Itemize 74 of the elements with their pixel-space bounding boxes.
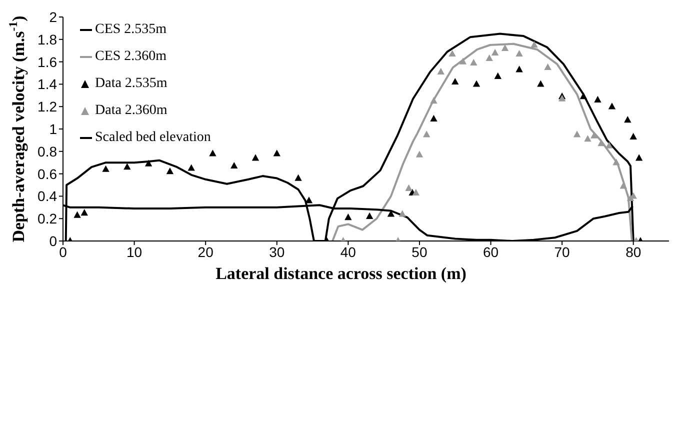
y-tick-label: 1.4 xyxy=(38,76,58,92)
point xyxy=(188,164,195,171)
point xyxy=(584,135,592,142)
y-tick-label: 0 xyxy=(49,232,58,249)
point xyxy=(516,66,523,72)
point xyxy=(459,58,467,64)
point xyxy=(594,96,602,102)
y-tick-label: 1.6 xyxy=(38,54,58,70)
point xyxy=(344,213,352,220)
point xyxy=(209,150,216,156)
point xyxy=(405,184,412,191)
y-tick-label: 0.4 xyxy=(38,188,58,204)
point xyxy=(537,80,544,87)
legend-label: Data 2.535m xyxy=(95,75,168,93)
point xyxy=(366,212,374,219)
point xyxy=(580,92,588,100)
point xyxy=(452,78,459,85)
point xyxy=(612,158,620,166)
y-tick-label: 1.2 xyxy=(38,98,58,115)
point xyxy=(608,102,616,110)
point xyxy=(472,80,480,87)
point xyxy=(598,140,605,146)
point xyxy=(398,210,406,217)
x-tick-label: 70 xyxy=(554,244,570,260)
point xyxy=(80,209,88,216)
point xyxy=(491,48,499,56)
point xyxy=(166,168,174,174)
point xyxy=(273,150,280,156)
point xyxy=(423,130,430,138)
point xyxy=(635,154,643,161)
point xyxy=(486,54,493,62)
point xyxy=(252,154,260,161)
point xyxy=(416,150,424,158)
point xyxy=(530,41,538,48)
x-tick-label: 50 xyxy=(412,244,428,260)
y-tick-label: 1 xyxy=(49,120,58,137)
point xyxy=(102,165,110,172)
point xyxy=(294,174,302,181)
y-tick-label: 0.2 xyxy=(38,210,58,227)
y-tick-label: 0.6 xyxy=(38,166,58,182)
point xyxy=(516,50,523,57)
x-tick-label: 10 xyxy=(126,244,142,260)
point xyxy=(230,162,238,169)
y-tick-label: 1.8 xyxy=(38,31,58,48)
point xyxy=(448,50,456,57)
point xyxy=(501,44,509,51)
legend-label: CES 2.535m xyxy=(95,21,167,39)
point xyxy=(430,97,438,104)
point xyxy=(606,142,613,148)
point xyxy=(124,163,131,170)
x-tick-label: 20 xyxy=(198,244,214,260)
point xyxy=(624,116,632,123)
point xyxy=(437,68,444,74)
x-axis-title: Lateral distance across section (m) xyxy=(216,264,466,283)
point xyxy=(620,182,627,189)
x-tick-label: 80 xyxy=(626,244,642,260)
point xyxy=(412,188,420,196)
point xyxy=(470,58,478,66)
x-tick-label: 0 xyxy=(59,244,68,260)
point xyxy=(430,114,438,122)
point xyxy=(573,130,581,138)
point xyxy=(144,160,152,166)
point xyxy=(74,211,81,218)
y-tick-label: 2 xyxy=(49,8,58,25)
legend-label: Scaled bed elevation xyxy=(95,129,211,147)
point xyxy=(494,72,502,79)
point xyxy=(630,132,637,140)
x-tick-label: 30 xyxy=(269,244,285,260)
legend-label: CES 2.360m xyxy=(95,48,167,66)
x-tick-label: 60 xyxy=(482,244,499,260)
legend-label: Data 2.360m xyxy=(95,102,168,120)
point xyxy=(544,63,552,70)
y-tick-label: 0.8 xyxy=(38,143,58,160)
x-tick-label: 40 xyxy=(340,244,356,260)
